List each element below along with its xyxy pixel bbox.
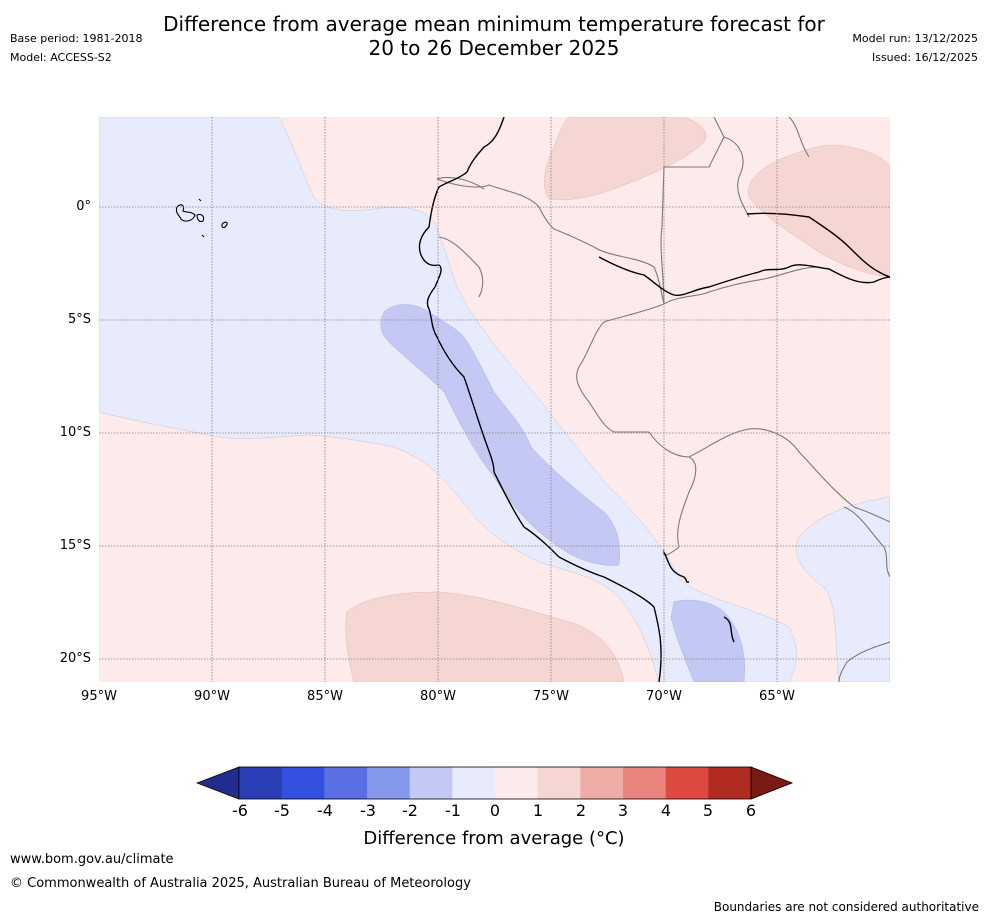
colorbar-tick: -1 xyxy=(445,801,461,820)
colorbar-cell xyxy=(452,767,496,799)
colorbar-tick: -2 xyxy=(402,801,418,820)
lat-label-20s: 20°S xyxy=(59,651,91,666)
lon-label-85w: 85°W xyxy=(307,689,343,704)
anomaly-minus2-to-minus1-south xyxy=(670,599,745,682)
lon-label-75w: 75°W xyxy=(533,689,569,704)
colorbar-tick: 5 xyxy=(702,801,714,820)
colorbar-extend-high xyxy=(750,766,794,800)
colorbar-tick: -5 xyxy=(274,801,290,820)
colorbar-tick: 3 xyxy=(617,801,629,820)
lon-label-80w: 80°W xyxy=(420,689,456,704)
colorbar-tick: -4 xyxy=(317,801,333,820)
anomaly-1-to-2-south xyxy=(345,591,625,682)
issued-date: Issued: 16/12/2025 xyxy=(871,51,978,64)
colorbar-tick: 2 xyxy=(575,801,587,820)
colorbar-frame xyxy=(238,766,752,800)
lon-label-65w: 65°W xyxy=(759,689,795,704)
model-run: Model run: 13/12/2025 xyxy=(852,32,978,45)
graticule xyxy=(99,117,890,682)
colorbar-cell xyxy=(665,767,709,799)
colorbar-cell xyxy=(281,767,325,799)
colorbar-cell xyxy=(495,767,539,799)
colorbar-tick: -3 xyxy=(360,801,376,820)
colorbar-tick: 6 xyxy=(745,801,757,820)
anomaly-minus1-to-0-east xyxy=(796,496,890,682)
copyright: © Commonwealth of Australia 2025, Austra… xyxy=(10,876,471,891)
lon-label-95w: 95°W xyxy=(81,689,117,704)
bom-url[interactable]: www.bom.gov.au/climate xyxy=(10,852,174,867)
colorbar-cell xyxy=(239,767,283,799)
colorbar xyxy=(196,766,794,800)
colorbar-tick: 4 xyxy=(660,801,672,820)
colorbar-tick: 0 xyxy=(489,801,501,820)
lat-label-10s: 10°S xyxy=(59,425,91,440)
anomaly-minus2-to-minus1-coastal xyxy=(380,304,620,566)
colorbar-cell xyxy=(537,767,581,799)
lat-label-0: 0° xyxy=(76,199,91,214)
colorbar-tick: 1 xyxy=(532,801,544,820)
anomaly-1-to-2-north xyxy=(544,117,707,200)
boundary-disclaimer: Boundaries are not considered authoritat… xyxy=(713,900,979,914)
map-title: Difference from average mean minimum tem… xyxy=(0,12,988,60)
colorbar-cell xyxy=(324,767,368,799)
lon-label-70w: 70°W xyxy=(646,689,682,704)
colorbar-cell xyxy=(367,767,411,799)
title-line-2: 20 to 26 December 2025 xyxy=(368,36,620,60)
colorbar-cell xyxy=(580,767,624,799)
lat-label-5s: 5°S xyxy=(67,312,91,327)
colorbar-extend-low xyxy=(196,766,240,800)
lon-label-90w: 90°W xyxy=(194,689,230,704)
coastline xyxy=(418,117,890,682)
forecast-map xyxy=(99,117,890,682)
model-name: Model: ACCESS-S2 xyxy=(10,51,112,64)
base-period: Base period: 1981-2018 xyxy=(10,32,143,45)
colorbar-tick: -6 xyxy=(232,801,248,820)
country-borders xyxy=(436,117,890,682)
lat-label-15s: 15°S xyxy=(59,538,91,553)
colorbar-label: Difference from average (°C) xyxy=(363,828,625,849)
colorbar-cell xyxy=(708,767,752,799)
colorbar-cell xyxy=(409,767,453,799)
title-line-1: Difference from average mean minimum tem… xyxy=(163,12,825,36)
colorbar-cell xyxy=(623,767,667,799)
anomaly-1-to-2-northeast xyxy=(748,144,890,278)
